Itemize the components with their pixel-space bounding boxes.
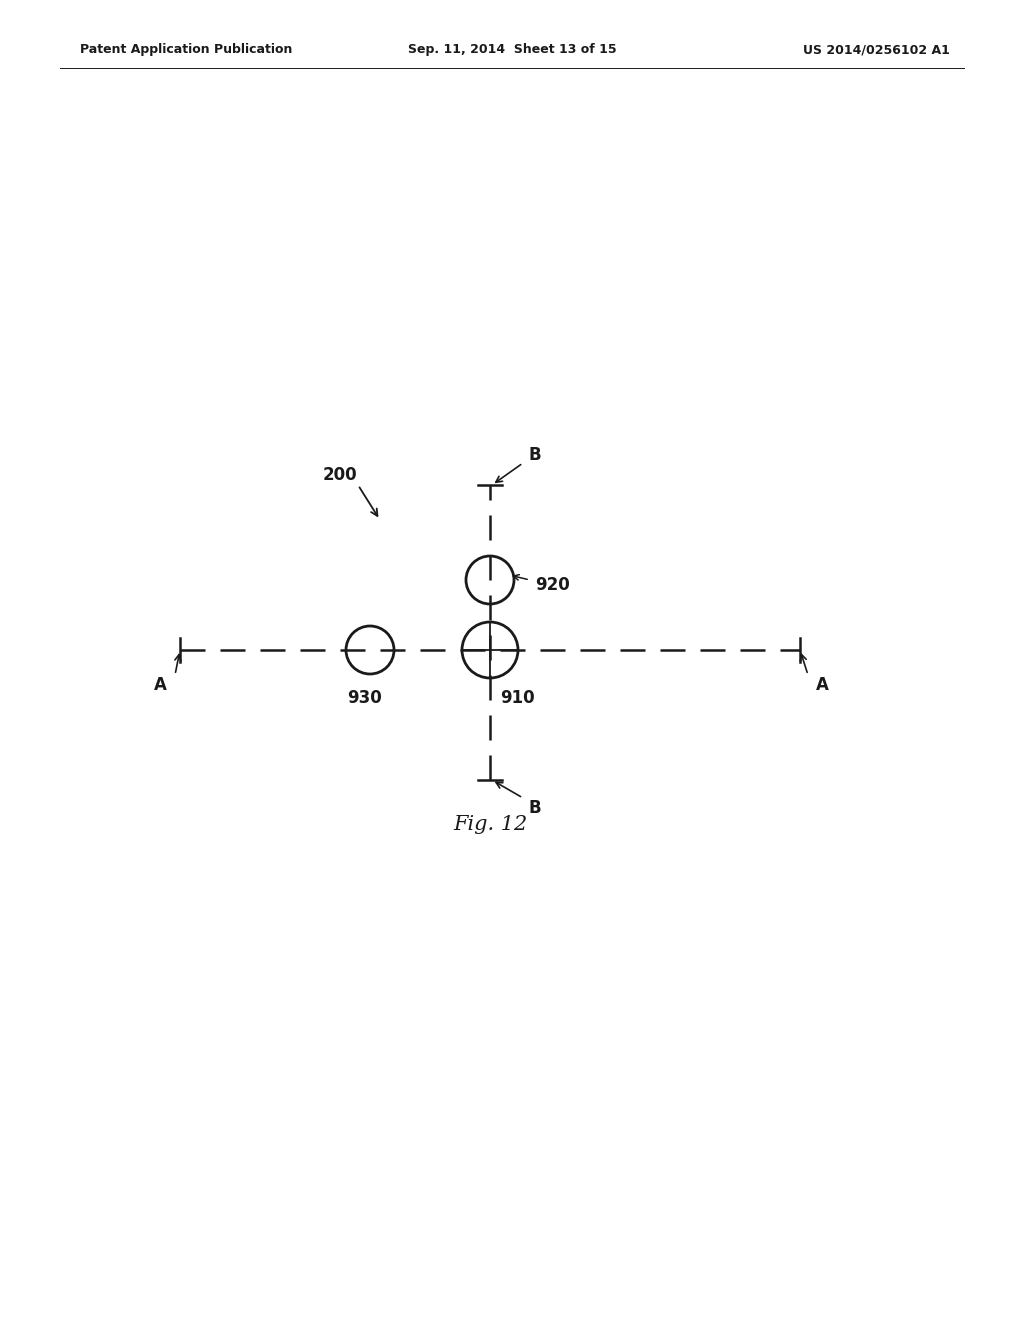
Text: 920: 920 (535, 576, 569, 594)
Text: 930: 930 (347, 689, 382, 708)
Text: 200: 200 (323, 466, 357, 484)
Text: B: B (528, 799, 541, 817)
Text: B: B (528, 446, 541, 465)
Text: Patent Application Publication: Patent Application Publication (80, 44, 293, 57)
Text: A: A (154, 676, 167, 694)
Text: A: A (815, 676, 828, 694)
Text: US 2014/0256102 A1: US 2014/0256102 A1 (803, 44, 950, 57)
Text: Fig. 12: Fig. 12 (453, 816, 527, 834)
Text: Sep. 11, 2014  Sheet 13 of 15: Sep. 11, 2014 Sheet 13 of 15 (408, 44, 616, 57)
Text: 910: 910 (500, 689, 535, 708)
